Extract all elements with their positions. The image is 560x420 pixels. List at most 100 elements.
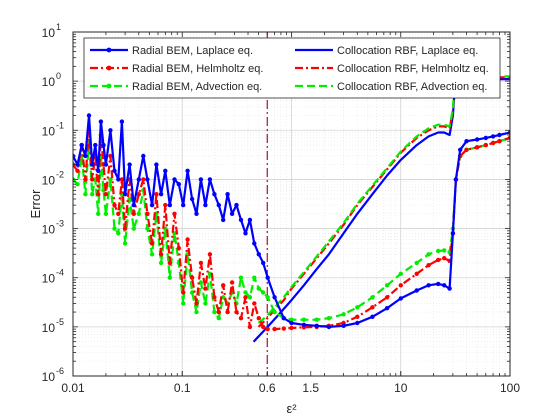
data-point <box>203 286 208 291</box>
data-point <box>83 192 88 197</box>
data-point <box>112 202 117 208</box>
data-point <box>261 290 266 295</box>
data-point <box>163 168 168 173</box>
legend-marker <box>106 47 112 53</box>
data-point <box>398 283 403 288</box>
legend-item: Collocation RBF, Helmholtz eq. <box>295 63 489 75</box>
data-point <box>490 134 496 139</box>
data-point <box>464 147 469 152</box>
legend-item: Radial BEM, Laplace eq. <box>90 45 253 57</box>
data-point <box>181 202 186 208</box>
data-point <box>119 177 125 182</box>
data-point <box>216 202 221 208</box>
data-point <box>167 202 172 208</box>
data-point <box>261 260 266 266</box>
data-point <box>229 280 235 285</box>
y-tick-exponent: -5 <box>56 317 64 327</box>
data-point <box>79 142 84 148</box>
data-point <box>158 260 164 266</box>
data-point <box>103 192 109 197</box>
data-point <box>234 202 239 208</box>
data-point <box>90 162 95 167</box>
data-point <box>198 260 204 266</box>
data-point <box>75 168 80 173</box>
legend-item: Radial BEM, Advection eq. <box>90 81 262 93</box>
legend: Radial BEM, Laplace eq. Radial BEM, Helmh… <box>83 37 501 99</box>
data-point <box>90 177 95 182</box>
data-point <box>272 326 277 332</box>
y-tick-label: 10 -2 <box>42 169 64 187</box>
data-point <box>116 211 121 216</box>
data-point <box>122 192 128 197</box>
data-point <box>154 192 159 197</box>
data-point <box>185 237 190 242</box>
data-point <box>474 137 480 142</box>
data-point <box>116 177 121 182</box>
data-point <box>203 301 208 306</box>
data-point <box>96 168 101 173</box>
data-point <box>108 128 113 133</box>
data-point <box>384 283 390 288</box>
data-point <box>289 325 294 331</box>
data-point <box>127 196 132 202</box>
y-tick-exponent: -3 <box>56 219 64 229</box>
y-tick-exponent: 0 <box>56 71 61 81</box>
data-point <box>86 113 92 118</box>
legend-label: Radial BEM, Helmholtz eq. <box>132 63 263 75</box>
data-point <box>75 162 80 167</box>
y-tick-exponent: -1 <box>56 120 64 130</box>
data-point <box>497 139 502 144</box>
data-point <box>83 153 88 159</box>
data-point <box>185 168 190 173</box>
data-point <box>98 119 104 124</box>
data-point <box>158 252 164 257</box>
y-tick-exponent: 1 <box>56 22 61 32</box>
data-point <box>247 217 253 223</box>
data-point <box>483 135 488 141</box>
data-point <box>172 177 177 182</box>
data-point <box>108 153 113 159</box>
y-tick-label: 10 -1 <box>42 120 64 138</box>
data-point <box>301 322 307 327</box>
data-point <box>464 139 469 144</box>
ticks-layer <box>72 32 511 376</box>
data-point <box>122 241 128 246</box>
legend-box <box>83 37 501 99</box>
y-tick-label: 10 -6 <box>42 366 64 384</box>
data-point <box>221 283 226 288</box>
data-point <box>136 192 141 197</box>
x-tick-label: 10 <box>394 381 408 395</box>
data-point <box>442 248 447 253</box>
data-point <box>474 145 480 150</box>
legend-item: Radial BEM, Helmholtz eq. <box>90 63 263 75</box>
data-point <box>247 295 253 300</box>
data-point <box>229 211 235 216</box>
legend-label: Collocation RBF, Advection eq. <box>337 81 487 93</box>
data-point <box>141 153 146 159</box>
data-point <box>314 323 319 328</box>
series-1 <box>73 128 510 332</box>
data-point <box>203 202 208 208</box>
data-point <box>189 275 195 280</box>
y-tick-label: 10 1 <box>42 22 61 40</box>
data-point <box>384 295 390 300</box>
y-tick-base: 10 <box>42 173 56 187</box>
x-tick-label: 0.1 <box>174 381 191 395</box>
y-tick-label: 10 -3 <box>42 219 64 237</box>
data-point <box>103 211 109 216</box>
data-point <box>112 168 117 173</box>
data-point <box>90 192 95 197</box>
data-point <box>414 260 419 266</box>
y-tick-exponent: -2 <box>56 169 64 179</box>
series-0 <box>73 113 510 330</box>
data-point <box>176 245 181 251</box>
data-point <box>136 177 141 182</box>
data-point <box>131 202 136 208</box>
data-point <box>189 290 195 295</box>
x-axis-label: ε² <box>286 401 297 416</box>
data-point <box>281 316 286 321</box>
legend-label: Collocation RBF, Laplace eq. <box>337 45 478 57</box>
data-point <box>414 288 419 293</box>
data-point <box>238 275 244 280</box>
